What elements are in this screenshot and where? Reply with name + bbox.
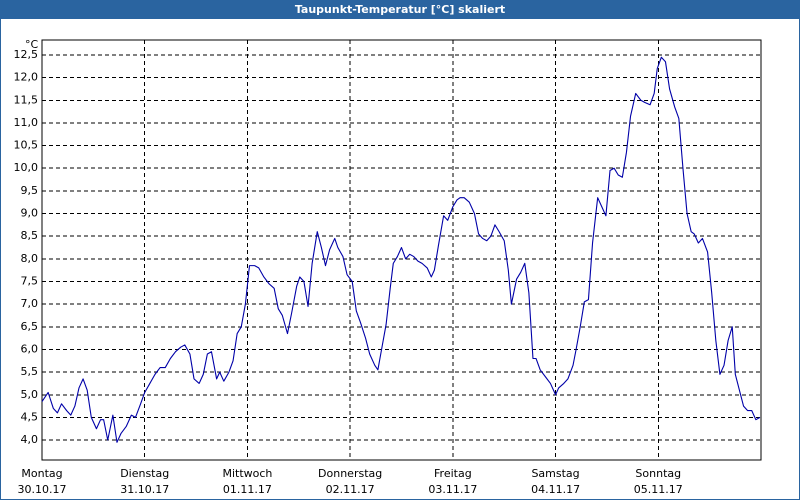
- y-tick-label: 6,0: [21, 342, 39, 355]
- x-tick-date: 05.11.17: [634, 483, 683, 496]
- data-line: [41, 56, 761, 443]
- plot-border: [41, 39, 762, 461]
- y-tick-label: 7,5: [21, 274, 39, 287]
- x-tick-date: 30.10.17: [18, 483, 67, 496]
- x-tick-label: Montag: [21, 467, 62, 480]
- y-tick-label: 6,5: [21, 320, 39, 333]
- y-tick-label: 11,5: [14, 93, 39, 106]
- y-tick-label: 8,0: [21, 252, 39, 265]
- y-tick-label: 10,5: [14, 139, 39, 152]
- y-tick-label: 4,5: [21, 410, 39, 423]
- x-tick-label: Freitag: [434, 467, 472, 480]
- x-tick-date: 04.11.17: [531, 483, 580, 496]
- y-tick-label: 4,0: [21, 433, 39, 446]
- plot-area: [42, 40, 761, 460]
- y-tick-label: 9,5: [21, 184, 39, 197]
- x-tick-date: 01.11.17: [223, 483, 272, 496]
- y-unit: °C: [25, 38, 39, 51]
- y-tick-label: 9,0: [21, 207, 39, 220]
- x-tick-date: 31.10.17: [120, 483, 169, 496]
- x-tick-date: 02.11.17: [326, 483, 375, 496]
- x-tick-label: Donnerstag: [318, 467, 382, 480]
- x-tick-label: Dienstag: [120, 467, 169, 480]
- x-tick-label: Samstag: [531, 467, 579, 480]
- y-tick-label: 11,0: [14, 116, 39, 129]
- y-tick-label: 10,0: [14, 161, 39, 174]
- y-tick-label: 12,0: [14, 71, 39, 84]
- title-bar: [0, 0, 800, 19]
- x-tick-date: 03.11.17: [428, 483, 477, 496]
- y-tick-label: 12,5: [14, 48, 39, 61]
- y-tick-label: 5,0: [21, 388, 39, 401]
- chart-title: Taupunkt-Temperatur [°C] skaliert: [295, 3, 505, 16]
- y-tick-label: 5,5: [21, 365, 39, 378]
- x-tick-label: Mittwoch: [222, 467, 272, 480]
- y-tick-label: 7,0: [21, 297, 39, 310]
- x-tick-label: Sonntag: [635, 467, 681, 480]
- y-tick-label: 8,5: [21, 229, 39, 242]
